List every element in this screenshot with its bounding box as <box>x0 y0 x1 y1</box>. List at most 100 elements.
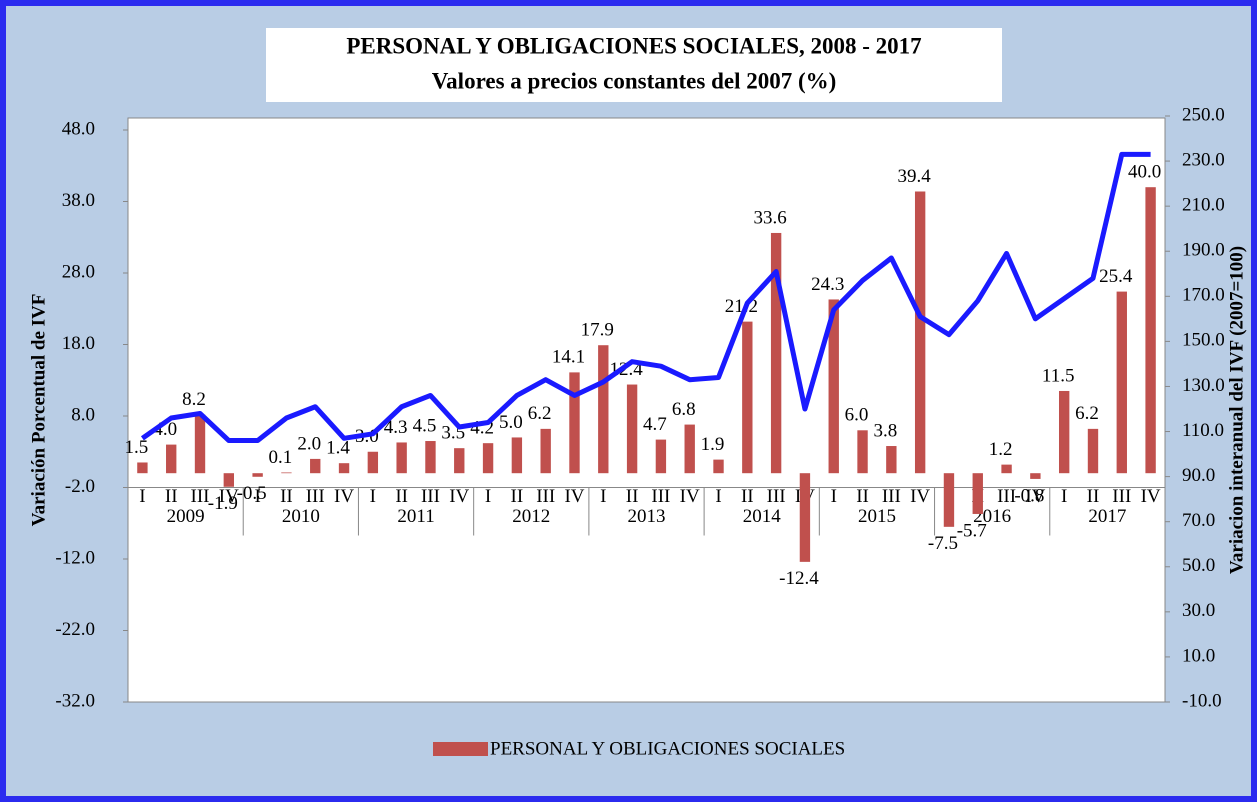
x-tick-label: IV <box>680 486 700 507</box>
y2-tick-label: 210.0 <box>1182 195 1225 216</box>
year-label: 2014 <box>743 506 782 527</box>
data-label: 17.9 <box>581 320 614 341</box>
chart-title: PERSONAL Y OBLIGACIONES SOCIALES, 2008 -… <box>346 33 921 58</box>
y2-tick-label: -10.0 <box>1182 690 1222 711</box>
bar <box>770 232 782 474</box>
x-tick-label: I <box>600 486 606 507</box>
x-tick-label: II <box>165 486 178 507</box>
legend-swatch <box>433 742 488 756</box>
bar <box>367 451 379 474</box>
legend-label: PERSONAL Y OBLIGACIONES SOCIALES <box>490 738 845 759</box>
bar <box>425 441 436 474</box>
x-tick-label: I <box>715 486 721 507</box>
x-tick-label: II <box>626 486 639 507</box>
y2-tick-label: 190.0 <box>1182 240 1225 261</box>
data-label: -7.5 <box>928 533 958 554</box>
y2-tick-label: 130.0 <box>1182 375 1225 396</box>
year-label: 2009 <box>167 506 205 527</box>
x-tick-label: IV <box>449 486 469 507</box>
x-tick-label: II <box>511 486 524 507</box>
year-label: 2015 <box>858 506 896 527</box>
bar <box>1058 390 1070 474</box>
x-tick-label: II <box>1087 486 1100 507</box>
bar <box>223 473 235 487</box>
data-label: 1.9 <box>701 434 725 455</box>
data-label: 0.1 <box>269 447 293 468</box>
bar <box>252 473 263 477</box>
x-tick-label: III <box>997 486 1016 507</box>
y2-axis-title: Variacion interanual del IVF (2007=100) <box>1226 246 1247 574</box>
x-tick-label: III <box>882 486 901 507</box>
bar <box>454 448 465 474</box>
data-label: 1.4 <box>326 438 350 459</box>
x-tick-label: IV <box>564 486 584 507</box>
bar <box>914 191 926 474</box>
year-label: 2011 <box>397 506 434 527</box>
bar <box>511 437 523 474</box>
y2-tick-label: 250.0 <box>1182 104 1225 125</box>
bar <box>1116 291 1127 474</box>
data-label: 5.0 <box>499 412 523 433</box>
bar <box>857 430 868 474</box>
data-label: 33.6 <box>754 207 787 228</box>
data-label: 24.3 <box>811 274 844 295</box>
data-label: 3.8 <box>873 420 897 441</box>
x-tick-label: IV <box>1025 486 1045 507</box>
bar <box>742 321 753 474</box>
data-label: 6.2 <box>528 403 552 424</box>
chart-subtitle: Valores a precios constantes del 2007 (%… <box>432 68 837 93</box>
year-label: 2013 <box>628 506 666 527</box>
x-tick-label: II <box>395 486 408 507</box>
x-tick-label: I <box>370 486 376 507</box>
bar <box>1001 464 1012 474</box>
y-tick-label: 48.0 <box>62 118 95 139</box>
data-label: 6.0 <box>845 405 869 426</box>
bar <box>137 462 148 474</box>
data-label: -12.4 <box>779 568 819 589</box>
bar <box>713 459 724 474</box>
y-tick-label: 28.0 <box>62 261 95 282</box>
y2-tick-label: 150.0 <box>1182 330 1225 351</box>
bar <box>569 372 580 474</box>
data-label: -0.8 <box>1014 485 1044 506</box>
bar <box>396 442 407 474</box>
bar <box>886 446 897 474</box>
data-label: 1.2 <box>989 439 1013 460</box>
x-tick-label: IV <box>910 486 930 507</box>
y-tick-label: -2.0 <box>65 476 95 497</box>
x-tick-label: II <box>856 486 869 507</box>
y2-tick-label: 50.0 <box>1182 555 1215 576</box>
x-tick-label: I <box>139 486 145 507</box>
x-tick-label: IV <box>334 486 354 507</box>
data-label: 8.2 <box>182 389 206 410</box>
x-tick-label: III <box>536 486 555 507</box>
bar <box>943 473 955 527</box>
y2-tick-label: 90.0 <box>1182 465 1215 486</box>
data-label: 39.4 <box>898 166 932 187</box>
x-tick-label: II <box>280 486 293 507</box>
y2-tick-label: 30.0 <box>1182 600 1215 621</box>
y-tick-label: 18.0 <box>62 333 95 354</box>
y-tick-label: 8.0 <box>71 404 95 425</box>
bar <box>684 424 695 474</box>
y-tick-label: 38.0 <box>62 190 95 211</box>
data-label: 40.0 <box>1128 162 1161 183</box>
bar <box>166 444 177 474</box>
bar <box>972 473 983 514</box>
title-box <box>266 28 1002 102</box>
y2-tick-label: 110.0 <box>1182 420 1224 441</box>
data-label: 6.8 <box>672 399 696 420</box>
bar <box>799 473 811 562</box>
bar <box>194 414 206 474</box>
x-tick-label: I <box>485 486 491 507</box>
data-label: 4.3 <box>384 417 408 438</box>
bar <box>338 463 350 474</box>
data-label: 14.1 <box>552 347 585 368</box>
data-label: -5.7 <box>957 520 987 541</box>
y2-tick-label: 10.0 <box>1182 645 1215 666</box>
y-axis-title: Variación Porcentual de IVF <box>28 294 49 527</box>
data-label: 1.5 <box>125 437 149 458</box>
bar <box>1145 187 1156 474</box>
bar <box>626 384 638 474</box>
